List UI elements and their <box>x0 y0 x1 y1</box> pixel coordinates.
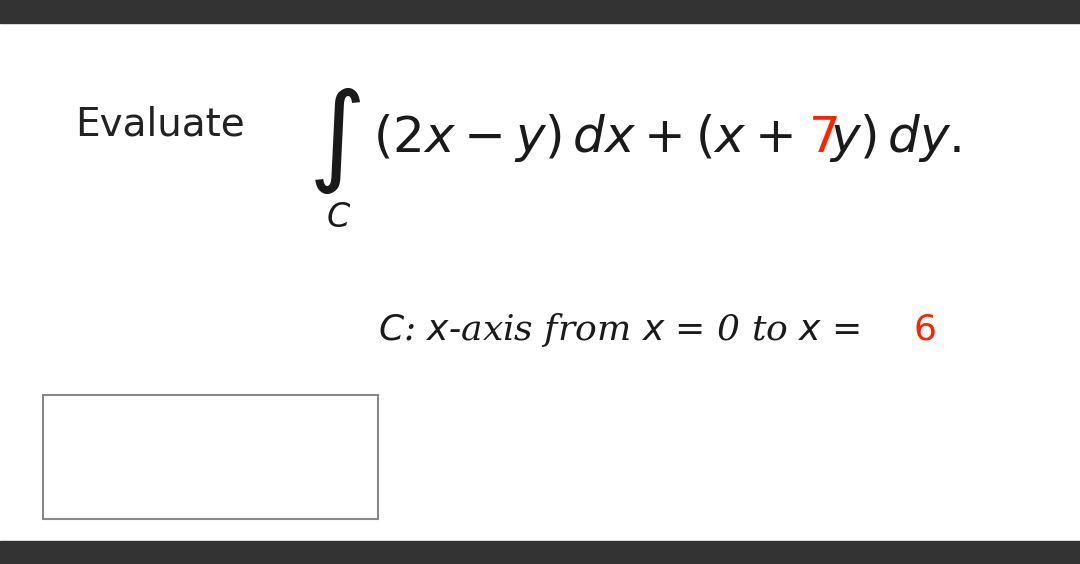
Text: $\int$: $\int$ <box>308 86 361 196</box>
FancyBboxPatch shape <box>43 395 378 519</box>
Text: $y)\,dy.$: $y)\,dy.$ <box>829 112 961 164</box>
Text: Evaluate: Evaluate <box>76 105 245 143</box>
Text: $C$: $C$ <box>326 201 351 233</box>
Text: $6$: $6$ <box>913 313 935 347</box>
Text: $7$: $7$ <box>808 113 837 163</box>
Text: $C$: $x$-axis from $x$ = 0 to $x$ =: $C$: $x$-axis from $x$ = 0 to $x$ = <box>378 311 864 349</box>
Text: $(2x - y)\,dx + (x +\,$: $(2x - y)\,dx + (x +\,$ <box>373 112 792 164</box>
